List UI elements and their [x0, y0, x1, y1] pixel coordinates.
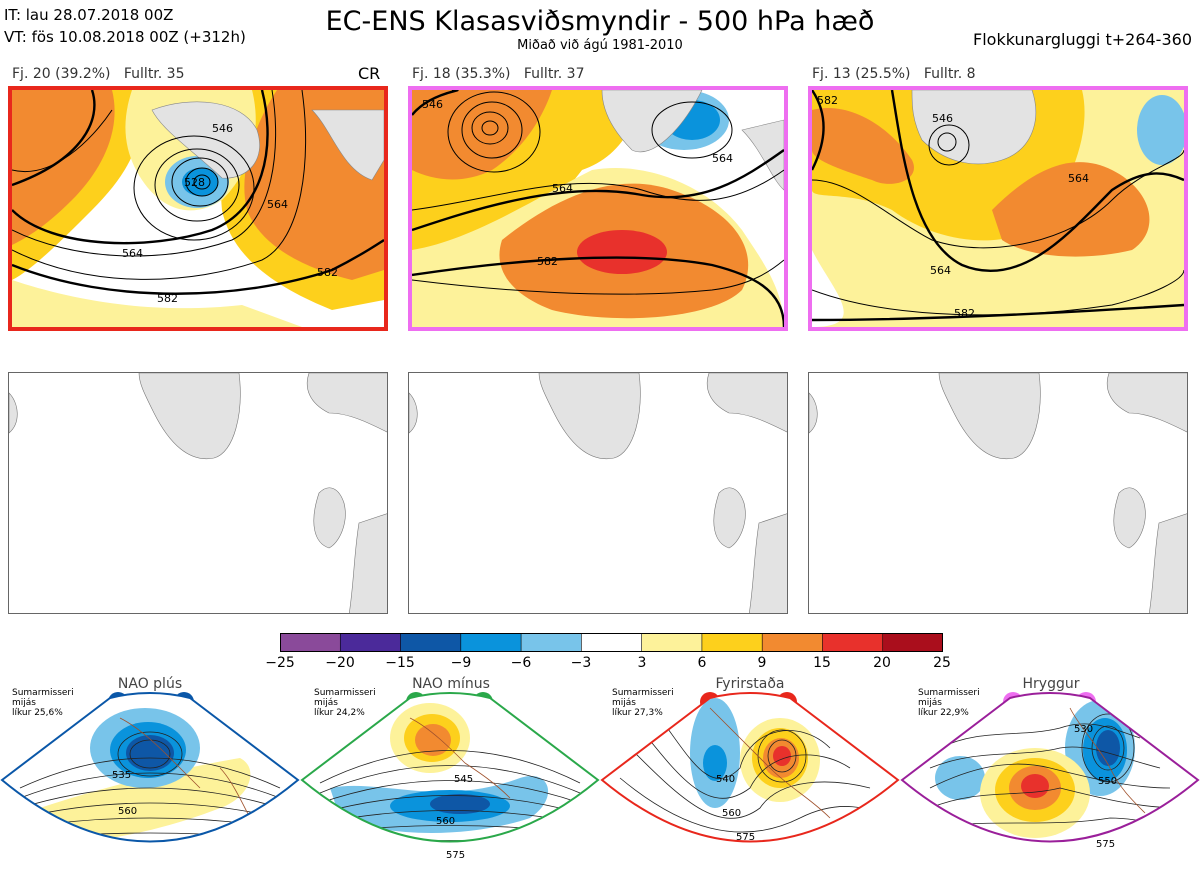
cluster-3-label: Fj. 13 (25.5%) Fulltr. 8: [812, 66, 976, 82]
contour-label: 560: [722, 808, 741, 819]
contour-label: 575: [446, 850, 465, 861]
contour-label: 540: [716, 774, 735, 785]
regime-2-map[interactable]: 545 560 575: [300, 688, 600, 875]
colorbar-tick: −20: [325, 655, 355, 671]
contour-label: 550: [1098, 776, 1117, 787]
colorbar-cell: [581, 632, 643, 653]
regime-2-title: NAO mínus: [412, 676, 490, 692]
contour-label: 528: [184, 176, 205, 189]
colorbar: [279, 632, 944, 653]
contour-label: 564: [552, 182, 573, 195]
contour-label: 582: [317, 266, 338, 279]
colorbar-cell: [279, 632, 342, 653]
colorbar-tick: 15: [813, 655, 831, 671]
regime-3-note: Sumarmisseri mijás líkur 27,3%: [612, 688, 674, 718]
contour-label: 582: [817, 94, 838, 107]
cluster-2-empty-map[interactable]: [408, 372, 788, 614]
colorbar-cell: [822, 632, 884, 653]
contour-label: 564: [712, 152, 733, 165]
contour-label: 535: [112, 770, 131, 781]
valid-time: VT: fös 10.08.2018 00Z (+312h): [4, 28, 246, 46]
colorbar-tick: −3: [570, 655, 592, 671]
contour-label: 582: [157, 292, 178, 305]
colorbar-cell: [400, 632, 462, 653]
regime-1-note: Sumarmisseri mijás líkur 25,6%: [12, 688, 74, 718]
contour-label: 582: [537, 255, 558, 268]
cluster-1-empty-map[interactable]: [8, 372, 388, 614]
colorbar-tick: −15: [385, 655, 415, 671]
contour-label: 560: [436, 816, 455, 827]
regime-3-map[interactable]: 540 560 575: [600, 688, 900, 875]
contour-label: 530: [1074, 724, 1093, 735]
cluster-1-label: Fj. 20 (39.2%) Fulltr. 35: [12, 66, 185, 82]
colorbar-tick: −25: [265, 655, 295, 671]
regime-2-note: Sumarmisseri mijás líkur 24,2%: [314, 688, 376, 718]
cluster-1-cr-marker: CR: [358, 64, 381, 83]
colorbar-tick: 25: [933, 655, 951, 671]
page-title: EC-ENS Klasasviðsmyndir - 500 hPa hæð: [325, 6, 875, 37]
page-subtitle: Miðað við ágú 1981-2010: [517, 38, 683, 53]
regime-1-title: NAO plús: [117, 676, 183, 692]
cluster-1-map[interactable]: 546 528 564 564 582 582: [8, 86, 388, 331]
cluster-2-label: Fj. 18 (35.3%) Fulltr. 37: [412, 66, 585, 82]
regime-4-note: Sumarmisseri mijás líkur 22,9%: [918, 688, 980, 718]
contour-label: 564: [1068, 172, 1089, 185]
cluster-2-map[interactable]: 546 564 564 582: [408, 86, 788, 331]
contour-label: 546: [422, 98, 443, 111]
contour-label: 575: [1096, 839, 1115, 850]
colorbar-cell: [460, 632, 522, 653]
regime-3-title: Fyrirstaða: [715, 676, 785, 692]
regime-4-title: Hryggur: [1022, 676, 1080, 692]
contour-label: 564: [122, 247, 143, 260]
colorbar-cell: [339, 632, 402, 653]
colorbar-tick: 20: [873, 655, 891, 671]
colorbar-tick: −6: [510, 655, 532, 671]
classification-window: Flokkunargluggi t+264-360: [973, 30, 1192, 49]
contour-label: 546: [212, 122, 233, 135]
colorbar-cell: [641, 632, 703, 653]
contour-label: 564: [930, 264, 951, 277]
contour-label: 560: [118, 806, 137, 817]
contour-label: 564: [267, 198, 288, 211]
colorbar-tick: 9: [757, 655, 767, 671]
run-info: IT: lau 28.07.2018 00Z VT: fös 10.08.201…: [4, 4, 246, 48]
regime-4-map[interactable]: 530 550 575: [900, 688, 1200, 875]
cluster-3-empty-map[interactable]: [808, 372, 1188, 614]
colorbar-tick: 6: [697, 655, 707, 671]
colorbar-cell: [701, 632, 763, 653]
colorbar-cell: [520, 632, 583, 653]
colorbar-cell: [882, 632, 944, 653]
contour-label: 546: [932, 112, 953, 125]
regime-1-map[interactable]: 535 560: [0, 688, 300, 875]
colorbar-cell: [761, 632, 824, 653]
colorbar-tick: −9: [450, 655, 472, 671]
contour-label: 575: [736, 832, 755, 843]
initial-time: IT: lau 28.07.2018 00Z: [4, 6, 174, 24]
cluster-3-map[interactable]: 546 582 564 564 582: [808, 86, 1188, 331]
colorbar-tick: 3: [637, 655, 647, 671]
contour-label: 545: [454, 774, 473, 785]
contour-label: 582: [954, 307, 975, 320]
